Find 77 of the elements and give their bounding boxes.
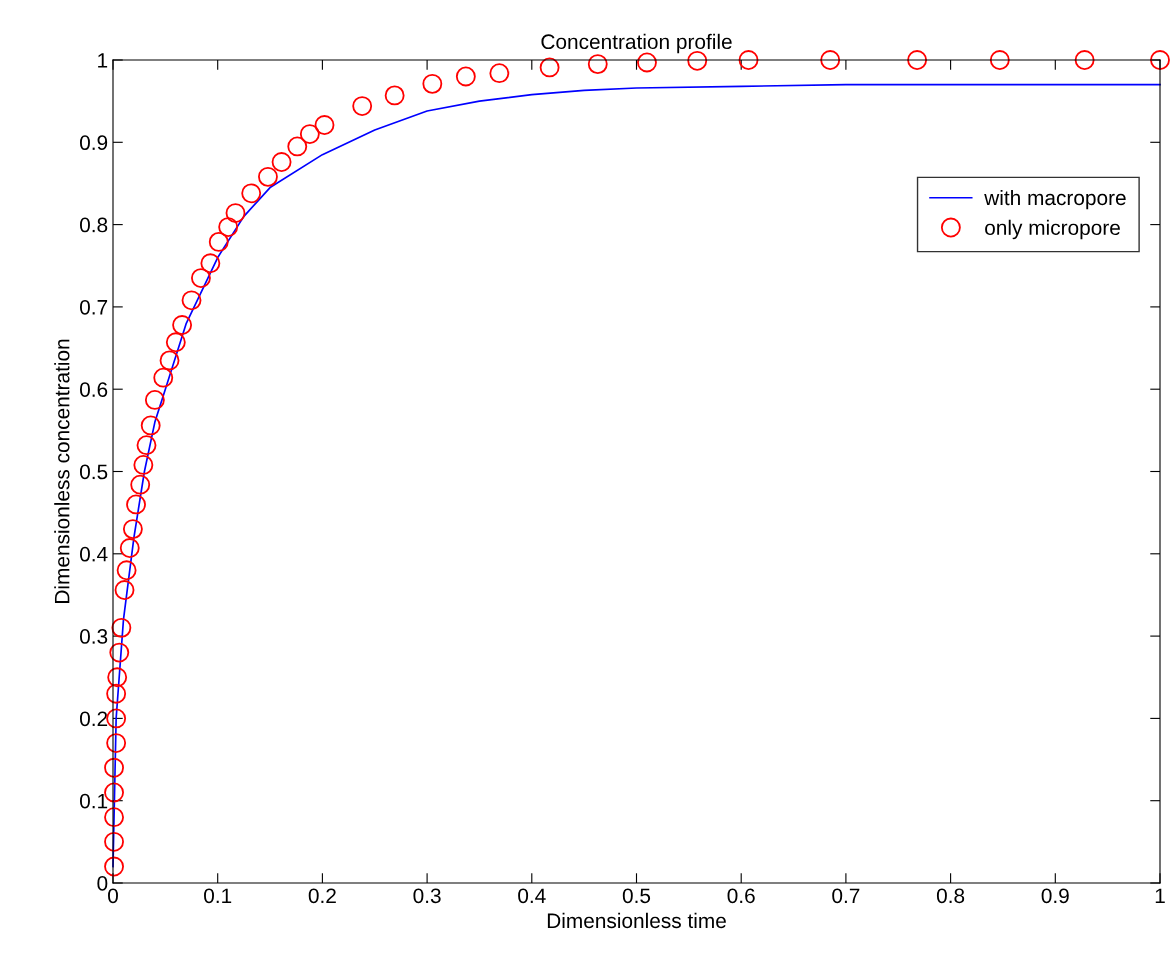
- x-tick-label: 0.2: [308, 888, 336, 904]
- point: [314, 115, 335, 135]
- y-tick-label: 0.5: [79, 464, 108, 480]
- point: [191, 268, 211, 289]
- point: [455, 66, 476, 87]
- y-tick-label: 0.2: [79, 711, 108, 727]
- point: [271, 152, 292, 172]
- y-tick-label: 0.7: [79, 299, 108, 315]
- x-tick-label: 0: [108, 888, 118, 904]
- x-tick-label: 0.7: [832, 888, 860, 904]
- point: [104, 807, 124, 828]
- y-tick-label: 1: [98, 53, 108, 68]
- y-tick-label: 0.6: [79, 382, 108, 397]
- point: [130, 474, 151, 495]
- point: [107, 667, 128, 688]
- point: [165, 332, 186, 353]
- point: [104, 757, 124, 778]
- point: [287, 136, 308, 157]
- point: [104, 831, 124, 852]
- y-tick-label: 0.8: [79, 217, 108, 233]
- point: [106, 683, 127, 704]
- point: [489, 63, 510, 84]
- point: [820, 50, 841, 70]
- point: [218, 217, 239, 238]
- x-tick-label: 0.9: [1041, 888, 1069, 904]
- point: [352, 96, 373, 117]
- chart-title: Concentration profile: [541, 33, 732, 54]
- point: [172, 315, 193, 335]
- y-tick-label: 0: [97, 876, 108, 891]
- point: [144, 389, 165, 410]
- x-tick-label: 0.4: [518, 888, 546, 904]
- point: [114, 580, 135, 600]
- point: [159, 350, 180, 371]
- point: [111, 617, 132, 638]
- y-tick-label: 0.9: [79, 135, 108, 151]
- point: [133, 454, 154, 475]
- y-tick-label: 0.1: [79, 793, 108, 809]
- point: [637, 52, 657, 73]
- point: [104, 856, 124, 877]
- legend-label: with macropore: [984, 189, 1126, 210]
- point: [200, 253, 221, 274]
- x-tick-label: 0.5: [622, 888, 651, 904]
- point: [989, 50, 1010, 70]
- point: [299, 124, 320, 145]
- point: [225, 203, 246, 224]
- legend-label: only micropore: [985, 219, 1120, 240]
- point: [384, 85, 405, 106]
- x-tick-label: 0.8: [936, 888, 965, 904]
- x-tick-label: 1: [1155, 888, 1165, 903]
- point: [106, 733, 127, 754]
- point: [122, 519, 143, 540]
- x-tick-label: 0.1: [204, 888, 232, 904]
- point: [907, 50, 928, 70]
- point: [181, 290, 202, 311]
- point: [208, 231, 229, 252]
- point: [1074, 50, 1095, 70]
- point: [116, 560, 137, 581]
- y-axis-title: Dimensionless concentration: [54, 339, 70, 603]
- point: [153, 367, 174, 388]
- point: [738, 50, 759, 70]
- point: [106, 708, 127, 729]
- point: [587, 54, 608, 75]
- point: [539, 57, 560, 78]
- x-tick-label: 0.6: [727, 888, 755, 904]
- point: [140, 415, 161, 436]
- point: [258, 166, 278, 187]
- point: [1150, 50, 1170, 70]
- point: [126, 494, 146, 515]
- point: [422, 73, 443, 94]
- point: [109, 642, 130, 663]
- x-axis-title: Dimensionless time: [547, 912, 726, 929]
- x-tick-label: 0.3: [413, 888, 441, 904]
- point: [241, 183, 262, 204]
- point: [136, 435, 157, 456]
- y-tick-label: 0.3: [79, 629, 108, 644]
- y-tick-label: 0.4: [79, 546, 108, 562]
- point: [119, 538, 140, 558]
